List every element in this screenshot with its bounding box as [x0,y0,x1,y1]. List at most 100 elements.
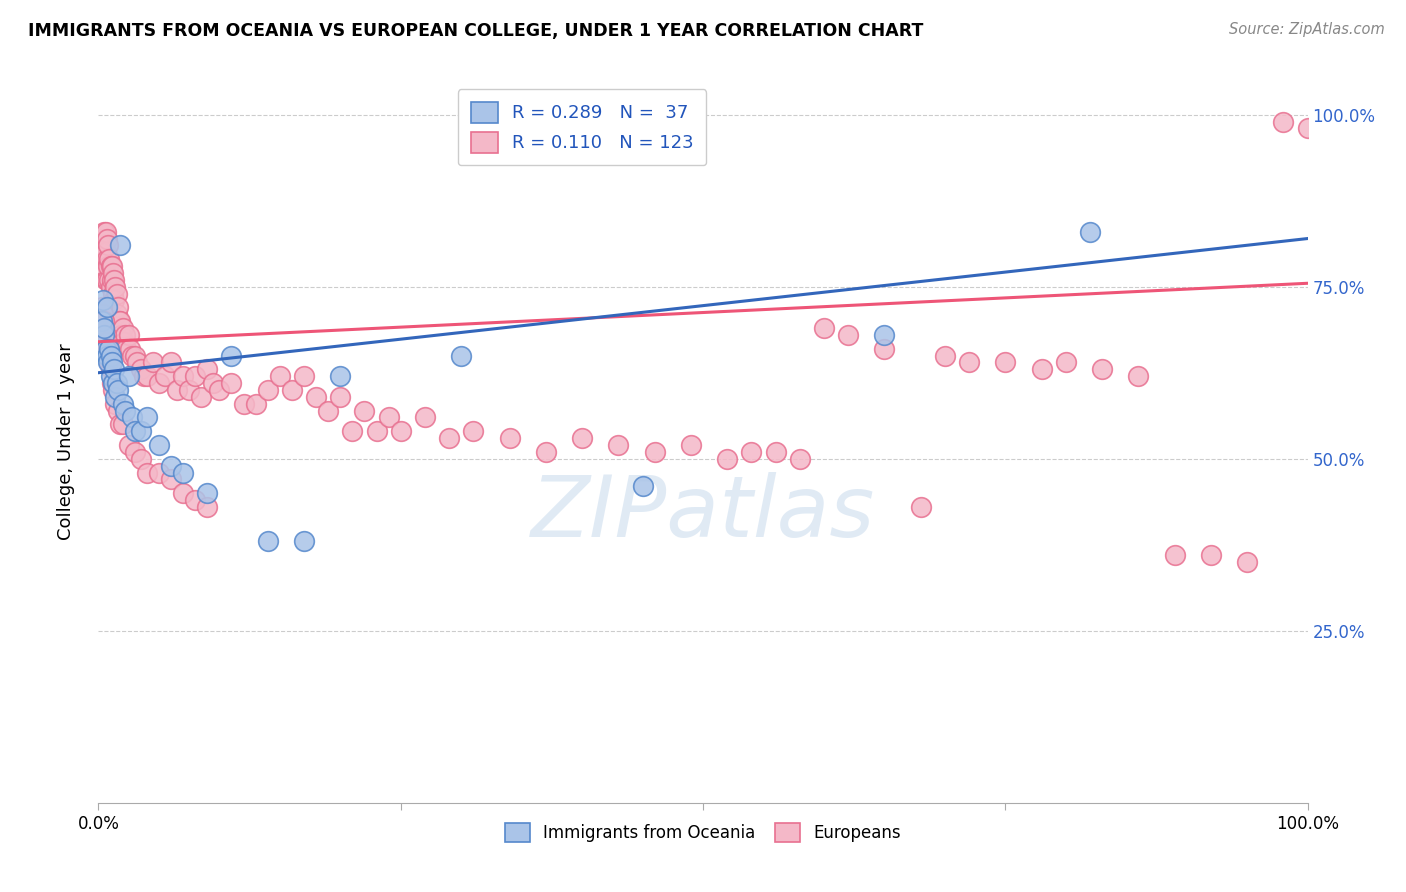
Point [101,383,124,397]
Point [100,376,122,390]
Point [104,279,127,293]
Point [104,397,127,411]
Point [101,376,124,390]
Point [93,225,115,239]
Point [114,327,136,342]
Point [837,327,859,342]
Point [93,327,115,342]
Point [124,445,146,459]
Point [118,438,141,452]
Point [98,273,121,287]
Point [202,376,225,390]
Point [184,369,207,384]
Point [100,259,122,273]
Point [91,314,114,328]
Point [329,369,352,384]
Point [195,486,218,500]
Point [142,355,165,369]
Point [256,383,278,397]
Point [115,342,138,356]
Point [1078,225,1101,239]
Point [100,355,122,369]
Point [135,466,157,480]
Point [94,327,117,342]
Point [129,362,152,376]
Point [195,500,218,514]
Point [124,424,146,438]
Point [789,451,811,466]
Point [221,349,243,363]
Point [93,321,115,335]
Point [98,252,121,267]
Point [377,410,399,425]
Point [353,403,375,417]
Point [571,431,593,445]
Point [534,445,557,459]
Text: IMMIGRANTS FROM OCEANIA VS EUROPEAN COLLEGE, UNDER 1 YEAR CORRELATION CHART: IMMIGRANTS FROM OCEANIA VS EUROPEAN COLL… [28,22,924,40]
Point [107,383,129,397]
Point [98,342,121,356]
Point [1199,548,1222,562]
Point [104,390,127,404]
Point [716,451,738,466]
Point [96,334,118,349]
Point [96,349,118,363]
Point [292,369,315,384]
Point [111,397,134,411]
Point [98,355,121,369]
Point [111,417,134,432]
Point [97,259,120,273]
Point [389,424,412,438]
Point [148,376,170,390]
Point [96,231,118,245]
Point [994,355,1017,369]
Point [91,301,114,315]
Point [135,410,157,425]
Point [366,424,388,438]
Text: Source: ZipAtlas.com: Source: ZipAtlas.com [1229,22,1385,37]
Point [100,279,122,293]
Point [112,334,135,349]
Point [93,314,115,328]
Point [94,225,117,239]
Point [184,493,207,508]
Point [97,355,120,369]
Point [195,362,218,376]
Point [813,321,835,335]
Point [118,327,141,342]
Point [1236,555,1258,569]
Point [105,307,128,321]
Point [108,417,131,432]
Point [644,445,666,459]
Point [97,342,120,356]
Point [100,273,122,287]
Point [342,424,364,438]
Point [101,286,124,301]
Point [108,238,131,252]
Point [96,273,118,287]
Point [172,486,194,500]
Point [110,327,132,342]
Point [1128,369,1150,384]
Y-axis label: College, Under 1 year: College, Under 1 year [56,343,75,540]
Point [160,458,183,473]
Legend: Immigrants from Oceania, Europeans: Immigrants from Oceania, Europeans [498,816,908,848]
Point [190,390,212,404]
Point [437,431,460,445]
Point [631,479,654,493]
Point [256,534,278,549]
Point [91,307,114,321]
Point [105,376,128,390]
Point [97,238,120,252]
Point [91,231,114,245]
Point [934,349,956,363]
Point [148,466,170,480]
Point [221,376,243,390]
Point [910,500,932,514]
Point [124,349,146,363]
Point [172,369,194,384]
Point [108,314,131,328]
Point [463,424,485,438]
Point [101,266,124,280]
Point [94,245,117,260]
